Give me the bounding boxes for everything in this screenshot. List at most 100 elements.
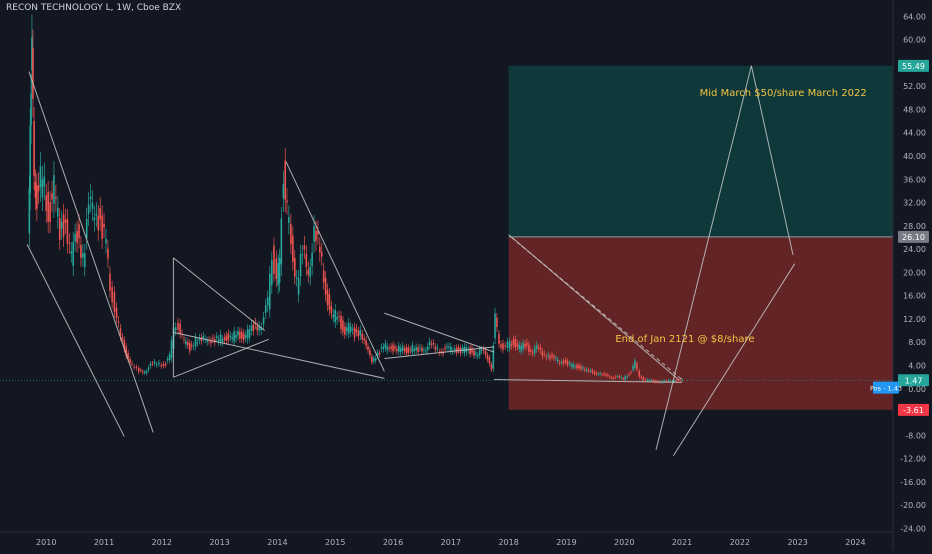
candle-body (520, 345, 522, 352)
candle-body (273, 245, 275, 274)
trend-line-11 (655, 65, 752, 451)
candle-body (417, 347, 419, 352)
candle-body (322, 270, 325, 283)
candle-body (292, 235, 294, 262)
candle-body (490, 364, 493, 370)
candle-body (262, 317, 265, 325)
candle-body (405, 346, 408, 354)
symbol-title: RECON TECHNOLOGY L, 1W, Cboe BZX (6, 3, 182, 13)
candle-body (679, 379, 681, 381)
candle-body (256, 326, 259, 331)
x-tick-label: 2023 (787, 538, 807, 547)
candle-body (74, 234, 76, 242)
candle-body (334, 309, 337, 323)
candle-body (529, 350, 532, 352)
candle-body (76, 230, 78, 243)
candle-body (288, 217, 290, 223)
y-tick-label: -16.00 (900, 478, 926, 487)
candle-body (528, 344, 530, 352)
x-tick-label: 2010 (36, 538, 56, 547)
candle-body (60, 221, 63, 229)
candle-body (376, 352, 379, 356)
candle-body (141, 371, 144, 373)
candle-body (434, 346, 437, 351)
candle-body (252, 324, 255, 331)
candle-body (610, 377, 613, 379)
candle-body (599, 373, 601, 375)
price-tag-pos: Pos - 1.43 (870, 381, 902, 394)
candle-body (582, 367, 584, 369)
candle-body (541, 351, 544, 357)
candle-body (555, 358, 557, 359)
candle-body (78, 224, 80, 239)
candle-body (233, 331, 235, 342)
trend-line-2 (173, 257, 266, 331)
candle-body (570, 364, 573, 367)
candle-body (595, 372, 598, 375)
candle-body (500, 344, 502, 348)
candle-body (504, 345, 506, 347)
x-tick-label: 2021 (672, 538, 692, 547)
candle-body (632, 366, 634, 370)
candle-body (409, 349, 412, 351)
candle-body (137, 368, 140, 372)
candle-body (353, 327, 356, 338)
candle-body (326, 289, 329, 306)
candle-body (478, 349, 481, 356)
candle-body (508, 341, 511, 349)
candle-body (411, 345, 414, 353)
candle-body (652, 380, 654, 382)
candle-body (543, 353, 546, 355)
candle-body (444, 347, 446, 350)
candle-body (277, 262, 279, 286)
candle-body (477, 354, 479, 357)
candle-body (151, 363, 154, 365)
candle-body (342, 320, 344, 332)
candle-body (330, 306, 333, 314)
price-tag-bg (898, 59, 929, 72)
candle-body (280, 218, 283, 265)
candle-body (214, 339, 216, 343)
candle-body (351, 328, 354, 330)
price-tag-label: 1.47 (905, 376, 923, 385)
y-tick-label: 28.00 (903, 222, 926, 231)
candle-body (155, 363, 158, 366)
candle-body (266, 297, 269, 306)
price-tag-label: Pos - 1.43 (870, 385, 902, 393)
candle-body (299, 254, 302, 277)
candle-body (264, 305, 267, 313)
candle-body (601, 374, 603, 376)
x-tick-label: 2013 (209, 538, 229, 547)
y-tick-label: -20.00 (900, 501, 926, 510)
y-tick-label: -8.00 (905, 431, 926, 440)
candle-body (82, 253, 84, 258)
candle-body (36, 185, 38, 209)
candle-body (127, 352, 129, 360)
candle-body (516, 343, 519, 347)
candle-body (614, 376, 617, 378)
candle-body (305, 253, 308, 268)
x-tick-label: 2019 (556, 538, 576, 547)
candle-body (448, 346, 450, 348)
candle-body (390, 346, 392, 349)
candle-body (572, 364, 574, 368)
x-tick-label: 2012 (152, 538, 172, 547)
candle-body (646, 379, 649, 381)
candle-body (62, 214, 65, 237)
candle-body (455, 347, 458, 354)
candle-body (29, 125, 32, 194)
candle-body (642, 377, 645, 381)
x-tick-label: 2017 (441, 538, 461, 547)
candle-body (403, 348, 406, 352)
candle-body (616, 376, 619, 378)
candle-body (457, 347, 460, 351)
candle-body (384, 343, 387, 348)
candle-body (551, 354, 553, 357)
candle-body (654, 380, 656, 382)
candle-body (227, 333, 230, 341)
candle-body (510, 344, 513, 346)
y-tick-label: 8.00 (908, 338, 926, 347)
candle-body (622, 378, 625, 380)
